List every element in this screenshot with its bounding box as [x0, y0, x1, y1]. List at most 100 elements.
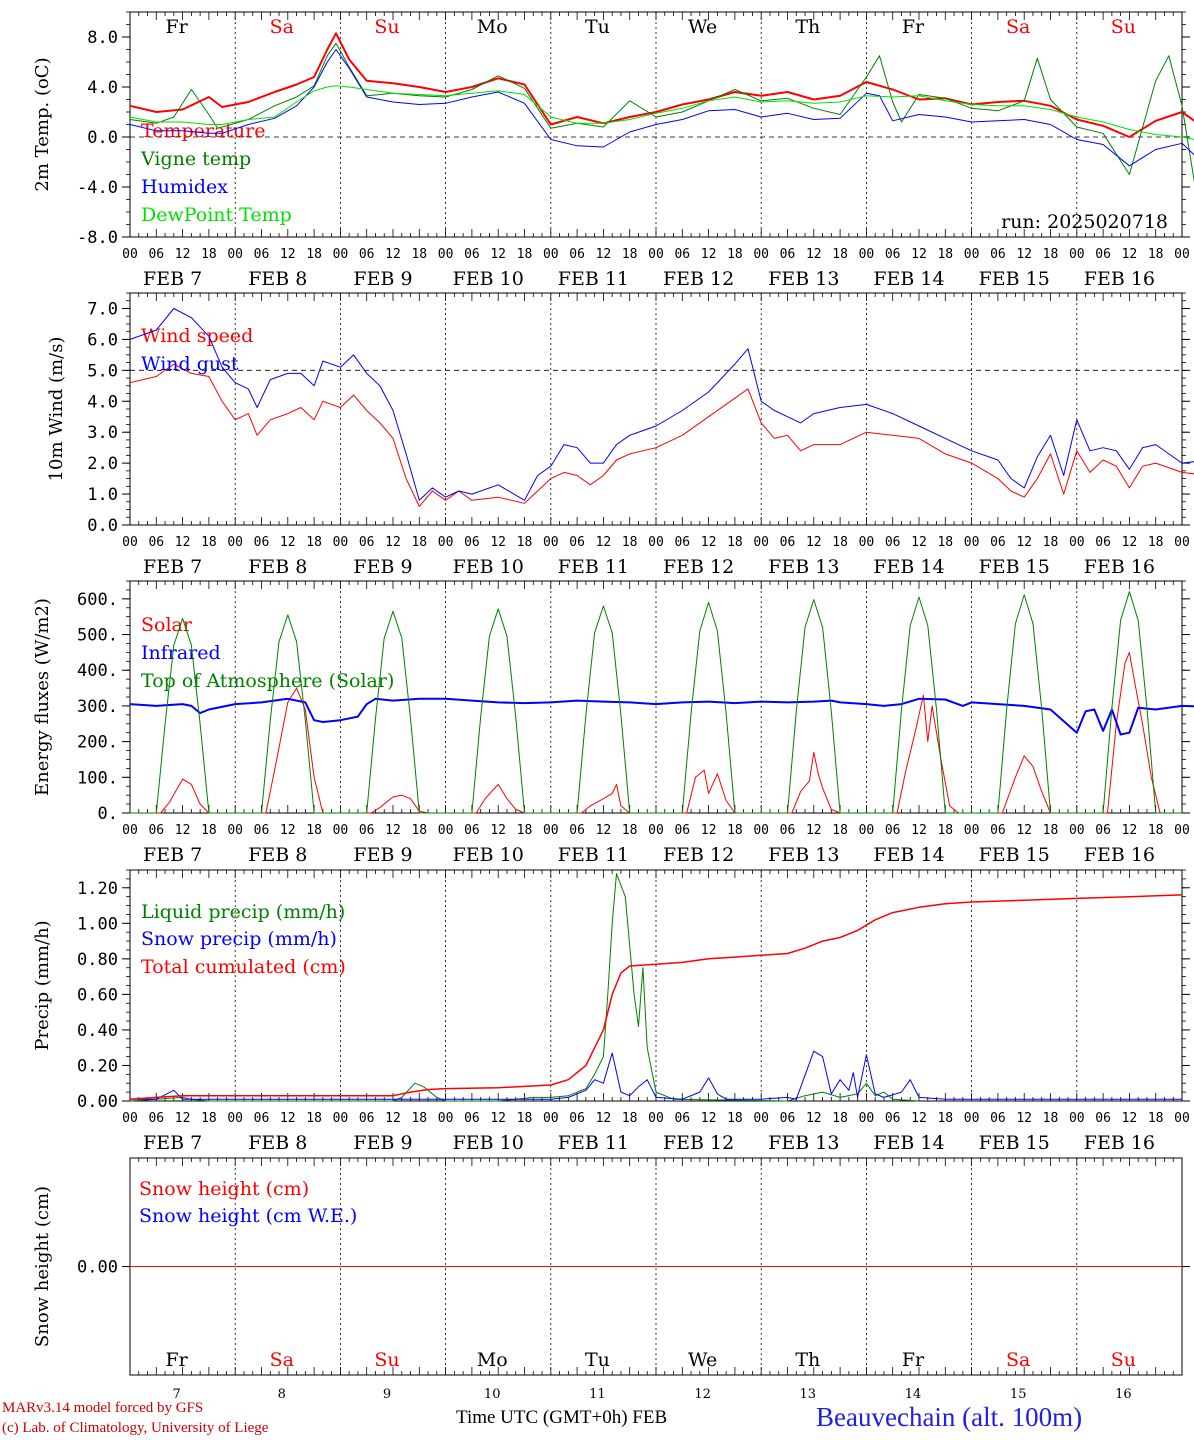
date-label: FEB 14: [873, 844, 944, 866]
x-hour-label: 06: [148, 247, 164, 262]
x-hour-label: 18: [1043, 1111, 1059, 1126]
date-label: FEB 11: [558, 844, 629, 866]
weekday-label-bottom: Sa: [1006, 1349, 1030, 1371]
series-line-2: [130, 1050, 1182, 1100]
x-hour-label: 00: [1069, 247, 1085, 262]
weekday-label: Su: [1111, 16, 1136, 38]
x-hour-label: 12: [1016, 1111, 1032, 1126]
date-label: FEB 9: [353, 844, 412, 866]
series-line-3: [130, 591, 1182, 814]
x-hour-label: 18: [1043, 535, 1059, 550]
legend-entry: DewPoint Temp: [141, 204, 292, 226]
x-hour-label: 12: [596, 823, 612, 838]
x-hour-label: 00: [438, 1111, 454, 1126]
weekday-label: Fr: [902, 16, 925, 38]
weekday-label: Tu: [585, 16, 610, 38]
y-tick-label: 500.: [77, 626, 118, 646]
x-hour-label: 00: [543, 535, 559, 550]
weekday-label: Th: [795, 16, 820, 38]
y-tick-label: -4.0: [77, 178, 118, 198]
y-tick-label: 0.00: [77, 1258, 118, 1278]
x-hour-label: 12: [1122, 535, 1138, 550]
x-hour-label: 06: [569, 535, 585, 550]
x-hour-label: 00: [333, 823, 349, 838]
x-hour-label: 18: [201, 1111, 217, 1126]
x-hour-label: 00: [122, 823, 138, 838]
series-line-4: [129, 85, 1194, 140]
date-label: FEB 15: [979, 268, 1050, 290]
x-hour-label: 00: [227, 247, 243, 262]
x-hour-label: 12: [701, 535, 717, 550]
x-hour-label: 00: [543, 247, 559, 262]
day-number-label: 8: [278, 1387, 286, 1402]
x-hour-label: 12: [490, 823, 506, 838]
x-hour-label: 06: [359, 535, 375, 550]
weekday-label: Fr: [165, 16, 188, 38]
x-hour-label: 06: [464, 535, 480, 550]
legend-entry: Liquid precip (mm/h): [141, 901, 345, 923]
x-hour-label: 18: [727, 1111, 743, 1126]
x-hour-label: 12: [596, 535, 612, 550]
series-line-2: [129, 308, 1194, 501]
x-hour-label: 00: [648, 823, 664, 838]
y-tick-label: 0.0: [87, 516, 118, 536]
x-hour-label: 00: [1069, 535, 1085, 550]
x-hour-label: 06: [569, 247, 585, 262]
date-label: FEB 10: [453, 844, 524, 866]
x-hour-label: 06: [464, 823, 480, 838]
y-tick-label: 0.80: [77, 950, 118, 970]
x-hour-label: 06: [885, 823, 901, 838]
x-hour-label: 00: [753, 247, 769, 262]
x-hour-label: 12: [596, 247, 612, 262]
weekday-label-bottom: Tu: [585, 1349, 610, 1371]
x-hour-label: 18: [937, 823, 953, 838]
x-hour-label: 06: [1095, 823, 1111, 838]
x-hour-label: 12: [1016, 535, 1032, 550]
date-label: FEB 14: [873, 268, 944, 290]
x-hour-label: 12: [280, 823, 296, 838]
x-hour-label: 06: [780, 1111, 796, 1126]
date-label: FEB 7: [143, 556, 202, 578]
x-hour-label: 12: [596, 1111, 612, 1126]
x-hour-label: 00: [1069, 823, 1085, 838]
x-hour-label: 00: [227, 1111, 243, 1126]
y-axis-label: Precip (mm/h): [32, 920, 53, 1050]
x-hour-label: 00: [438, 823, 454, 838]
x-hour-label: 12: [1122, 247, 1138, 262]
date-label: FEB 11: [558, 556, 629, 578]
x-hour-label: 18: [306, 1111, 322, 1126]
x-hour-label: 12: [911, 823, 927, 838]
x-hour-label: 06: [254, 535, 270, 550]
x-hour-label: 12: [385, 535, 401, 550]
x-hour-label: 12: [385, 823, 401, 838]
x-hour-label: 00: [859, 535, 875, 550]
x-hour-label: 18: [622, 247, 638, 262]
x-hour-label: 06: [359, 823, 375, 838]
x-hour-label: 06: [359, 1111, 375, 1126]
x-hour-label: 06: [990, 247, 1006, 262]
x-hour-label: 00: [648, 535, 664, 550]
x-hour-label: 12: [280, 535, 296, 550]
x-hour-label: 18: [201, 535, 217, 550]
legend-entry: Humidex: [141, 176, 228, 198]
day-number-label: 10: [484, 1387, 501, 1402]
x-hour-label: 06: [1095, 535, 1111, 550]
date-label: FEB 13: [768, 268, 839, 290]
x-hour-label: 12: [911, 535, 927, 550]
y-tick-label: 1.00: [77, 914, 118, 934]
date-label: FEB 15: [979, 1132, 1050, 1154]
x-hour-label: 12: [701, 247, 717, 262]
date-label: FEB 8: [248, 556, 307, 578]
date-label: FEB 13: [768, 844, 839, 866]
x-hour-label: 18: [937, 1111, 953, 1126]
panel-4: 0.00 0.20 0.40 0.60 0.80 1.00 1.20 Precip (mm/h…: [32, 869, 1190, 1154]
weekday-label-bottom: Th: [795, 1349, 820, 1371]
date-label: FEB 16: [1084, 268, 1155, 290]
x-hour-label: 18: [622, 823, 638, 838]
date-label: FEB 15: [979, 844, 1050, 866]
x-hour-label: 00: [1174, 535, 1190, 550]
x-hour-label: 18: [727, 823, 743, 838]
date-label: FEB 11: [558, 1132, 629, 1154]
y-tick-label: 4.0: [87, 392, 118, 412]
x-hour-label: 06: [990, 535, 1006, 550]
